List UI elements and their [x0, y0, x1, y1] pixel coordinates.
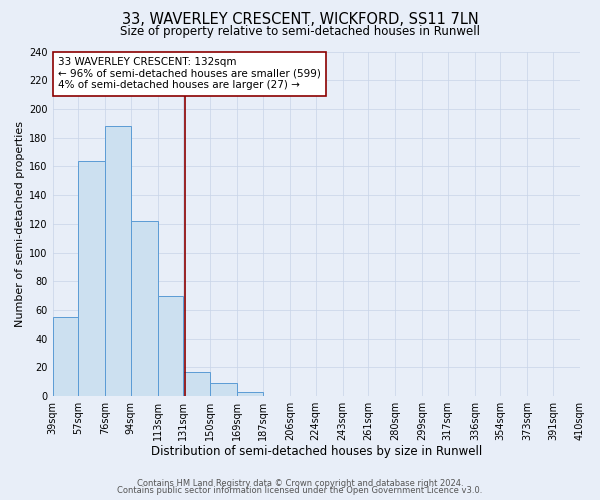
- Bar: [211, 383, 238, 396]
- Bar: [131, 221, 158, 396]
- Y-axis label: Number of semi-detached properties: Number of semi-detached properties: [15, 121, 25, 327]
- Bar: [105, 126, 131, 396]
- Text: 33, WAVERLEY CRESCENT, WICKFORD, SS11 7LN: 33, WAVERLEY CRESCENT, WICKFORD, SS11 7L…: [122, 12, 478, 28]
- Bar: [53, 317, 78, 396]
- Text: Contains public sector information licensed under the Open Government Licence v3: Contains public sector information licen…: [118, 486, 482, 495]
- Bar: [184, 372, 211, 396]
- X-axis label: Distribution of semi-detached houses by size in Runwell: Distribution of semi-detached houses by …: [151, 444, 482, 458]
- Bar: [78, 160, 105, 396]
- Bar: [158, 296, 184, 396]
- Text: 33 WAVERLEY CRESCENT: 132sqm
← 96% of semi-detached houses are smaller (599)
4% : 33 WAVERLEY CRESCENT: 132sqm ← 96% of se…: [58, 57, 321, 90]
- Text: Size of property relative to semi-detached houses in Runwell: Size of property relative to semi-detach…: [120, 25, 480, 38]
- Text: Contains HM Land Registry data © Crown copyright and database right 2024.: Contains HM Land Registry data © Crown c…: [137, 478, 463, 488]
- Bar: [238, 392, 263, 396]
